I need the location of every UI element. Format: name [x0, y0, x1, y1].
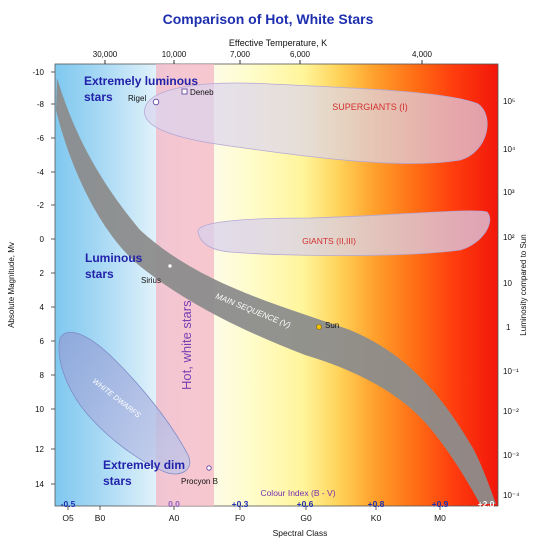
- right-tick-label: 10⁻¹: [503, 367, 519, 376]
- left-tick-label: 10: [35, 405, 44, 414]
- bottom-tick-label: A0: [169, 513, 180, 523]
- bottom-tick-label: O5: [62, 513, 74, 523]
- extremely-luminous-line1: Extremely luminous: [84, 74, 198, 88]
- top-tick-label: 6,000: [290, 50, 311, 59]
- bottom-tick-label: F0: [235, 513, 245, 523]
- star-rigel: Rigel: [128, 94, 160, 106]
- star-procyon-b: Procyon B: [181, 465, 218, 486]
- left-tick-label: 14: [35, 480, 44, 489]
- giants-label: GIANTS (II,III): [302, 236, 356, 246]
- star-sirius: Sirius: [141, 263, 173, 285]
- right-tick-label: 10⁻³: [503, 451, 519, 460]
- bottom-tick-marks: [67, 506, 441, 510]
- extremely-dim-line2: stars: [103, 474, 132, 488]
- right-axis-label: Luminosity compared to Sun: [519, 234, 528, 335]
- supergiants-region: [144, 82, 488, 164]
- right-tick-label: 10⁵: [503, 97, 515, 106]
- colour-index-tick: 0.0: [168, 499, 180, 509]
- colour-index-tick: -0.5: [61, 499, 76, 509]
- bottom-ticks: O5 B0 A0 F0 G0 K0 M0: [62, 513, 446, 523]
- extremely-dim-line1: Extremely dim: [103, 458, 185, 472]
- star-marker: [152, 98, 160, 106]
- luminous-line2: stars: [85, 267, 114, 281]
- left-tick-label: 12: [35, 445, 44, 454]
- left-tick-label: -2: [37, 201, 45, 210]
- left-tick-label: 0: [40, 235, 45, 244]
- colour-index-label: Colour Index (B - V): [260, 488, 335, 498]
- top-ticks: 30,000 10,000 7,000 6,000 4,000: [93, 50, 433, 64]
- bottom-tick-label: G0: [300, 513, 312, 523]
- right-tick-label: 10⁴: [503, 145, 516, 154]
- top-tick-label: 10,000: [162, 50, 187, 59]
- right-tick-label: 10⁻²: [503, 407, 519, 416]
- right-tick-label: 10²: [503, 233, 515, 242]
- hot-white-stars-label: Hot, white stars: [179, 300, 194, 390]
- giants-region: [197, 210, 491, 256]
- extremely-luminous-line2: stars: [84, 90, 113, 104]
- right-tick-label: 10⁻⁴: [503, 491, 520, 500]
- left-ticks: -10 -8 -6 -4 -2 0 2 4 6 8 10 12 14: [32, 68, 44, 489]
- colour-index-ticks: -0.5 0.0 +0.3 +0.6 +0.8 +0.9 +2.0: [61, 499, 495, 509]
- left-tick-label: -6: [37, 134, 45, 143]
- left-tick-marks: [51, 71, 55, 485]
- left-tick-label: 6: [40, 337, 45, 346]
- left-tick-label: -4: [37, 168, 45, 177]
- star-label: Sirius: [141, 276, 161, 285]
- right-ticks: 10⁵ 10⁴ 10³ 10² 10 1 10⁻¹ 10⁻² 10⁻³ 10⁻⁴: [503, 97, 520, 500]
- bottom-tick-label: B0: [95, 513, 106, 523]
- star-marker: [167, 263, 173, 269]
- star-marker: [316, 324, 322, 330]
- star-deneb: Deneb: [181, 88, 214, 97]
- star-label: Sun: [325, 321, 339, 330]
- supergiants-label: SUPERGIANTS (I): [332, 102, 408, 112]
- star-label: Deneb: [190, 88, 214, 97]
- top-tick-label: 30,000: [93, 50, 118, 59]
- right-tick-label: 10³: [503, 188, 515, 197]
- left-tick-label: -10: [32, 68, 44, 77]
- star-label: Procyon B: [181, 477, 218, 486]
- bottom-tick-label: M0: [434, 513, 446, 523]
- colour-index-tick: +0.9: [432, 499, 449, 509]
- right-tick-label: 10: [503, 279, 512, 288]
- luminous-line1: Luminous: [85, 251, 143, 265]
- colour-index-tick: +0.3: [232, 499, 249, 509]
- white-dwarfs-region: [58, 331, 191, 475]
- left-axis-label: Absolute Magnitude, Mv: [7, 242, 16, 328]
- bottom-tick-label: K0: [371, 513, 382, 523]
- chart-title: Comparison of Hot, White Stars: [163, 11, 374, 27]
- left-tick-label: 2: [40, 269, 45, 278]
- colour-index-tick: +0.6: [297, 499, 314, 509]
- top-tick-label: 7,000: [230, 50, 251, 59]
- top-tick-label: 4,000: [412, 50, 433, 59]
- bottom-axis-label: Spectral Class: [273, 528, 328, 538]
- top-axis-label: Effective Temperature, K: [229, 38, 327, 48]
- star-marker: [206, 465, 212, 471]
- left-tick-label: 4: [40, 303, 45, 312]
- plot-frame: [54, 63, 499, 507]
- star-sun: Sun: [316, 321, 339, 330]
- star-marker: [181, 88, 188, 95]
- right-tick-label: 1: [506, 323, 511, 332]
- colour-index-tick: +0.8: [368, 499, 385, 509]
- colour-index-tick: +2.0: [478, 499, 495, 509]
- star-label: Rigel: [128, 94, 146, 103]
- left-tick-label: 8: [40, 371, 45, 380]
- left-tick-label: -8: [37, 100, 45, 109]
